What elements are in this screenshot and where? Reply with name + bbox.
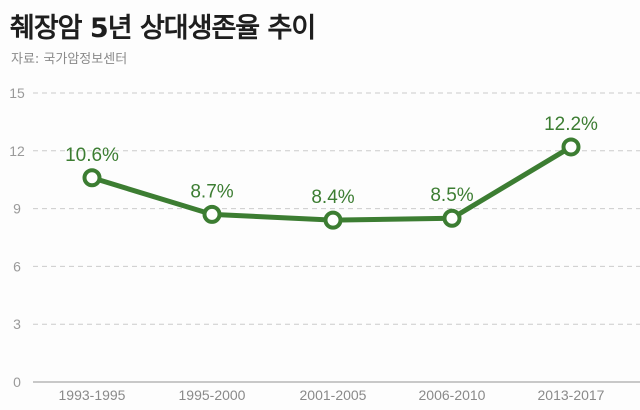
y-tick-label: 6 bbox=[13, 258, 21, 274]
x-axis-labels: 1993-1995 1995-2000 2001-2005 2006-2010 2013… bbox=[59, 387, 605, 403]
data-point-marker bbox=[323, 210, 343, 230]
y-tick-label: 9 bbox=[13, 201, 21, 217]
x-tick-label: 1993-1995 bbox=[59, 387, 126, 403]
y-tick-label: 12 bbox=[9, 143, 25, 159]
chart-title: 췌장암 5년 상대생존율 추이 bbox=[10, 13, 316, 44]
data-point-marker bbox=[82, 168, 102, 188]
value-label: 12.2% bbox=[544, 114, 598, 135]
x-tick-label: 2013-2017 bbox=[538, 387, 605, 403]
data-point-marker bbox=[442, 208, 462, 228]
x-tick-label: 2006-2010 bbox=[419, 387, 486, 403]
data-point-marker bbox=[202, 204, 222, 224]
y-axis-ticks: 0 3 6 9 12 15 bbox=[9, 85, 25, 390]
chart-source: 자료: 국가암정보센터 bbox=[11, 52, 128, 67]
y-tick-label: 3 bbox=[13, 316, 21, 332]
y-tick-label: 0 bbox=[13, 374, 21, 390]
data-points bbox=[82, 137, 581, 230]
value-label: 8.5% bbox=[430, 185, 473, 206]
series-line bbox=[91, 144, 573, 223]
x-tick-label: 2001-2005 bbox=[300, 387, 367, 403]
value-label: 8.4% bbox=[311, 187, 354, 208]
value-label: 8.7% bbox=[190, 181, 233, 202]
gridlines bbox=[33, 92, 640, 383]
x-tick-label: 1995-2000 bbox=[179, 387, 246, 403]
data-point-marker bbox=[561, 137, 581, 157]
value-label: 10.6% bbox=[65, 145, 119, 166]
value-labels: 10.6% 8.7% 8.4% 8.5% 12.2% bbox=[65, 114, 598, 208]
y-tick-label: 15 bbox=[9, 85, 25, 101]
